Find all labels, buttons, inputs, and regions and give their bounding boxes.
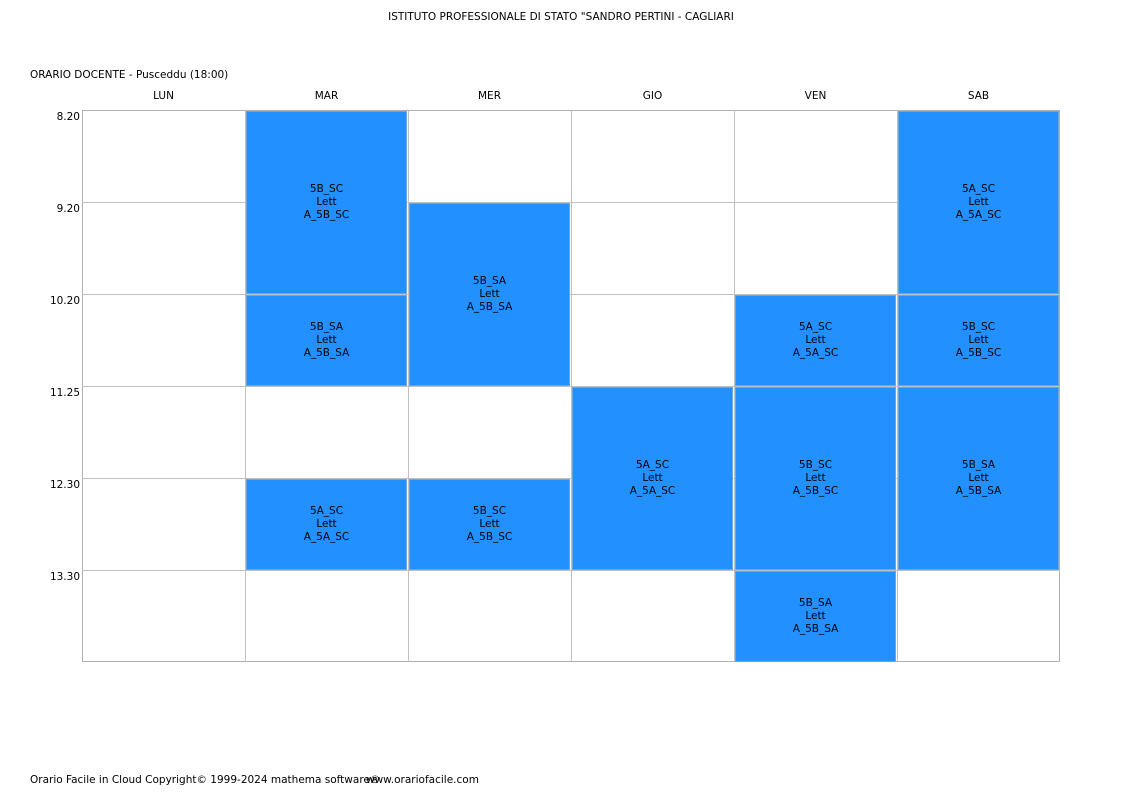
lesson-block[interactable]: 5B_SC Lett A_5B_SC	[409, 479, 570, 570]
lesson-subject: Lett	[968, 472, 989, 484]
time-label: 8.20	[56, 111, 80, 123]
lesson-block[interactable]: 5A_SC Lett A_5A_SC	[898, 111, 1059, 294]
lesson-subject: Lett	[479, 288, 500, 300]
lesson-class: 5B_SC	[472, 505, 507, 517]
grid-row-divider	[82, 570, 1060, 571]
lesson-room: A_5B_SA	[303, 347, 350, 359]
lesson-class: 5B_SA	[798, 597, 833, 609]
lesson-block[interactable]: 5A_SC Lett A_5A_SC	[246, 479, 407, 570]
lesson-block[interactable]: 5B_SA Lett A_5B_SA	[246, 295, 407, 386]
lesson-room: A_5B_SC	[792, 485, 839, 497]
lesson-subject: Lett	[968, 196, 989, 208]
lesson-room: A_5B_SC	[466, 531, 513, 543]
lesson-class: 5A_SC	[961, 183, 996, 195]
lesson-subject: Lett	[316, 334, 337, 346]
time-label: 11.25	[49, 387, 80, 399]
time-label: 13.30	[49, 571, 80, 583]
lesson-room: A_5B_SC	[955, 347, 1002, 359]
lesson-room: A_5A_SC	[303, 531, 350, 543]
time-label: 9.20	[56, 203, 80, 215]
lesson-block[interactable]: 5B_SA Lett A_5B_SA	[735, 571, 896, 662]
lesson-subject: Lett	[642, 472, 663, 484]
lesson-block[interactable]: 5B_SC Lett A_5B_SC	[246, 111, 407, 294]
footer-url[interactable]: www.orariofacile.com	[366, 774, 479, 786]
day-header-lun: LUN	[153, 90, 174, 102]
time-label: 10.20	[49, 295, 80, 307]
timetable-title: ORARIO DOCENTE - Pusceddu (18:00)	[30, 69, 229, 81]
lesson-class: 5B_SC	[798, 459, 833, 471]
lesson-class: 5B_SA	[309, 321, 344, 333]
lesson-class: 5A_SC	[798, 321, 833, 333]
lesson-subject: Lett	[479, 518, 500, 530]
day-header-mer: MER	[478, 90, 501, 102]
grid-row-divider	[82, 386, 1060, 387]
lesson-block[interactable]: 5A_SC Lett A_5A_SC	[572, 387, 733, 570]
lesson-room: A_5A_SC	[792, 347, 839, 359]
lesson-class: 5B_SA	[961, 459, 996, 471]
day-header-mar: MAR	[314, 90, 339, 102]
lesson-subject: Lett	[805, 610, 826, 622]
school-title: ISTITUTO PROFESSIONALE DI STATO "SANDRO …	[388, 11, 734, 23]
lesson-room: A_5A_SC	[629, 485, 676, 497]
lesson-block[interactable]: 5B_SA Lett A_5B_SA	[409, 203, 570, 386]
lesson-subject: Lett	[968, 334, 989, 346]
lesson-subject: Lett	[805, 472, 826, 484]
grid-row-divider	[82, 294, 1060, 295]
lesson-subject: Lett	[805, 334, 826, 346]
lesson-block[interactable]: 5A_SC Lett A_5A_SC	[735, 295, 896, 386]
lesson-block[interactable]: 5B_SC Lett A_5B_SC	[898, 295, 1059, 386]
grid-row-divider	[82, 478, 1060, 479]
lesson-room: A_5B_SA	[955, 485, 1002, 497]
day-header-gio: GIO	[642, 90, 663, 102]
lesson-class: 5B_SA	[472, 275, 507, 287]
lesson-class: 5A_SC	[635, 459, 670, 471]
day-header-ven: VEN	[804, 90, 827, 102]
time-label: 12.30	[49, 479, 80, 491]
lesson-room: A_5A_SC	[955, 209, 1002, 221]
lesson-room: A_5B_SC	[303, 209, 350, 221]
lesson-block[interactable]: 5B_SA Lett A_5B_SA	[898, 387, 1059, 570]
day-header-sab: SAB	[967, 90, 990, 102]
lesson-subject: Lett	[316, 518, 337, 530]
grid-row-divider	[82, 202, 1060, 203]
lesson-class: 5B_SC	[309, 183, 344, 195]
lesson-class: 5B_SC	[961, 321, 996, 333]
lesson-block[interactable]: 5B_SC Lett A_5B_SC	[735, 387, 896, 570]
lesson-class: 5A_SC	[309, 505, 344, 517]
lesson-subject: Lett	[316, 196, 337, 208]
lesson-room: A_5B_SA	[792, 623, 839, 635]
lesson-room: A_5B_SA	[466, 301, 513, 313]
footer-copyright: Orario Facile in Cloud Copyright© 1999-2…	[30, 774, 381, 786]
